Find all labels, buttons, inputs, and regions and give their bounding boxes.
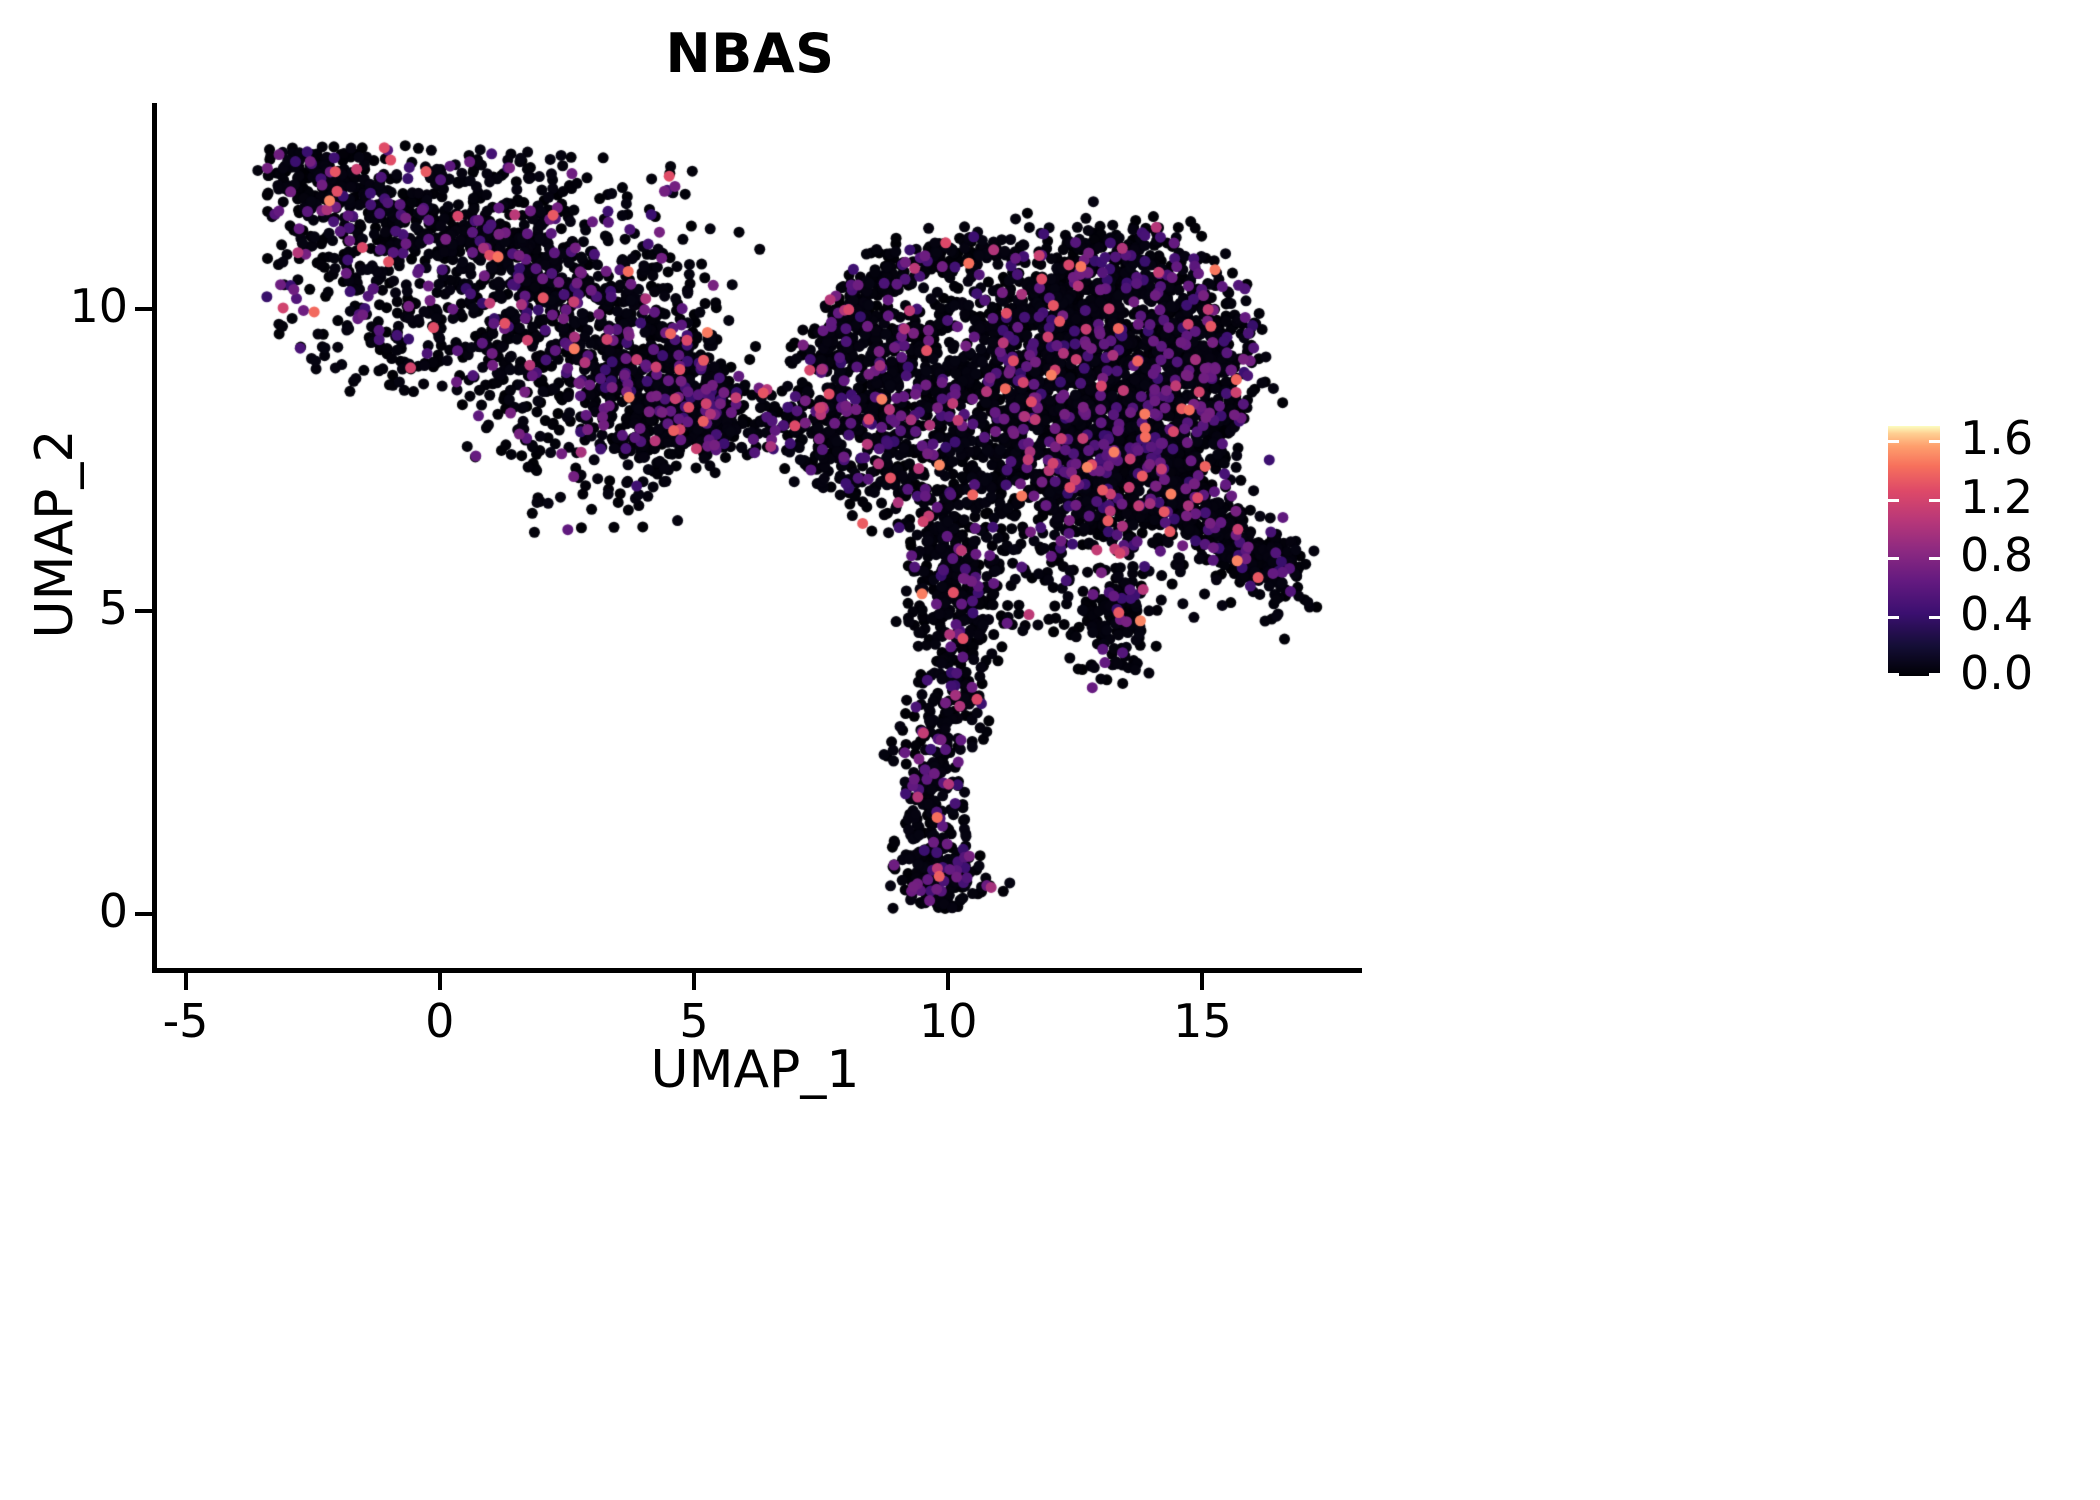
colorbar-tick-mark	[1888, 439, 1940, 443]
colorbar: 0.0 0.4 0.8 1.2 1.6	[1888, 415, 2088, 696]
x-tick-label: -5	[162, 994, 209, 1048]
y-tick-label: 10	[69, 278, 128, 333]
y-tick-mark	[135, 911, 153, 916]
x-axis-label: UMAP_1	[650, 1040, 860, 1100]
y-tick-mark	[135, 609, 153, 614]
colorbar-tick-mark	[1888, 557, 1940, 561]
colorbar-tick-mark	[1888, 616, 1940, 620]
x-tick-mark	[437, 973, 442, 990]
x-tick-mark	[946, 973, 951, 990]
y-tick-label: 5	[98, 581, 128, 636]
colorbar-tick-mark	[1888, 673, 1940, 676]
x-tick-label: 5	[679, 994, 709, 1048]
y-tick-label: 0	[98, 883, 128, 938]
colorbar-tick-label: 1.6	[1960, 410, 2034, 465]
page-title: NBAS	[665, 22, 835, 85]
x-tick-mark	[691, 973, 696, 990]
y-axis-label: UMAP_2	[25, 429, 85, 639]
x-tick-label: 15	[1173, 994, 1232, 1048]
colorbar-tick-label: 0.0	[1960, 646, 2034, 700]
scatter-points-layer	[155, 103, 1355, 968]
plot-panel	[155, 103, 1355, 968]
x-tick-label: 10	[918, 994, 978, 1048]
x-tick-mark	[1200, 973, 1205, 990]
y-axis-spine	[152, 103, 157, 968]
colorbar-tick-label: 0.4	[1960, 587, 2034, 642]
x-axis-spine	[152, 968, 1362, 973]
x-tick-label: 0	[425, 994, 455, 1048]
x-tick-mark	[183, 973, 188, 990]
colorbar-tick-label: 1.2	[1960, 469, 2034, 524]
colorbar-gradient	[1888, 426, 1940, 676]
colorbar-tick-label: 0.8	[1960, 528, 2034, 583]
y-tick-mark	[135, 306, 153, 311]
colorbar-tick-mark	[1888, 498, 1940, 502]
